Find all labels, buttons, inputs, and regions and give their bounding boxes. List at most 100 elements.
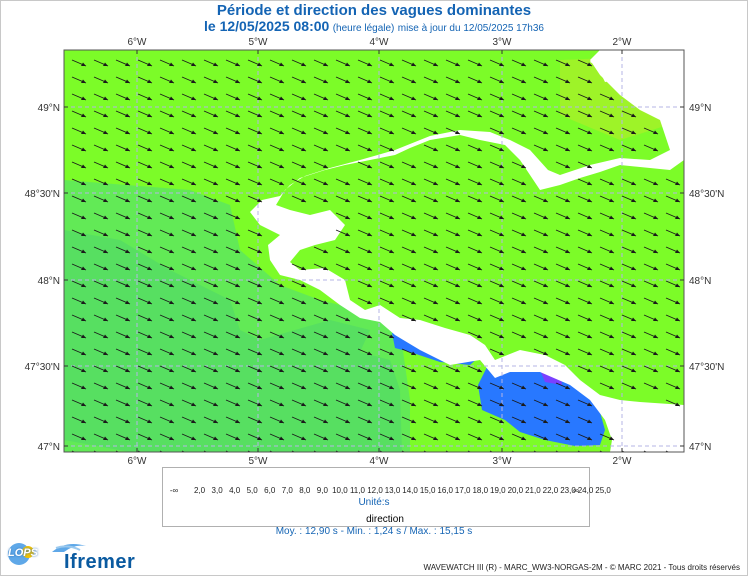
direction-arrow [291,110,307,118]
colorbar-tick-label: 9,0 [316,486,328,495]
colorbar-tick-label: 21,0 [525,486,541,495]
direction-arrow [357,263,373,271]
direction-arrow [489,280,505,288]
direction-arrow [335,331,351,339]
direction-arrow [533,212,549,220]
direction-arrow [291,161,307,169]
direction-arrow [247,178,263,186]
direction-arrow [621,297,637,305]
direction-arrow [577,331,593,339]
direction-arrow [577,416,593,424]
colorbar-tick-label: 8,0 [299,486,311,495]
direction-arrow [423,229,439,237]
direction-arrow [445,399,461,407]
direction-arrow [269,280,285,288]
direction-arrow [599,93,615,101]
lon-tick-top: 6°W [128,37,148,48]
direction-arrow [203,178,219,186]
direction-arrow [159,399,175,407]
direction-arrow [445,246,461,254]
direction-arrow [247,263,263,271]
direction-arrow [445,76,461,84]
direction-arrow [357,331,373,339]
direction-arrow [665,280,681,288]
direction-arrow [115,348,131,356]
direction-arrow [357,433,373,441]
direction-arrow [423,76,439,84]
direction-arrow [555,144,571,152]
direction-arrow [313,144,329,152]
direction-arrow [467,280,483,288]
direction-arrow [423,93,439,101]
direction-arrow [423,161,439,169]
direction-arrow [379,416,395,424]
direction-arrow [423,416,439,424]
direction-arrow [247,195,263,203]
direction-arrow [71,331,87,339]
model-credit: WAVEWATCH III (R) - MARC_WW3-NORGAS-2M -… [423,563,740,572]
direction-arrow [621,229,637,237]
direction-arrow [445,280,461,288]
direction-arrow [379,127,395,135]
direction-arrow [555,110,571,118]
colorbar-tick-label: 3,0 [211,486,223,495]
direction-arrow [71,382,87,390]
direction-arrow [137,348,153,356]
land-normandy [590,50,684,120]
direction-arrow [489,161,505,169]
direction-arrow [577,195,593,203]
direction-label: direction [366,514,404,525]
colorbar-tick-label: 19,0 [490,486,506,495]
direction-arrow [379,178,395,186]
direction-arrow [401,399,417,407]
direction-arrow [533,297,549,305]
lon-tick-bottom: 4°W [370,456,390,467]
direction-arrow [291,348,307,356]
direction-arrow [159,297,175,305]
direction-arrow [291,93,307,101]
direction-arrow [467,144,483,152]
direction-arrow [313,93,329,101]
direction-arrow [401,59,417,67]
direction-arrow [401,161,417,169]
direction-arrow [181,365,197,373]
direction-arrow [379,382,395,390]
direction-arrow [247,348,263,356]
direction-arrow [423,280,439,288]
direction-arrow [577,365,593,373]
legal-time-note: (heure légale) [332,23,395,34]
direction-arrow [291,382,307,390]
direction-arrow [511,229,527,237]
direction-arrow [115,229,131,237]
direction-arrow [357,59,373,67]
direction-arrow [137,382,153,390]
lat-tick-left: 47°30'N [25,362,60,373]
colorbar-tick-label: 5,0 [246,486,258,495]
direction-arrow [467,331,483,339]
direction-arrow [159,76,175,84]
direction-arrow [379,229,395,237]
direction-arrow [203,280,219,288]
direction-arrow [335,144,351,152]
direction-arrow [335,195,351,203]
direction-arrow [357,212,373,220]
direction-arrow [137,161,153,169]
direction-arrow [533,59,549,67]
direction-arrow [181,399,197,407]
direction-arrow [357,93,373,101]
direction-arrow [533,331,549,339]
direction-arrow [467,399,483,407]
direction-arrow [93,297,109,305]
direction-arrow [269,365,285,373]
direction-arrow [159,127,175,135]
direction-arrow [555,93,571,101]
direction-arrow [181,433,197,441]
direction-arrow [247,297,263,305]
direction-arrow [247,93,263,101]
direction-arrow [71,127,87,135]
direction-arrow [555,382,571,390]
direction-arrow [71,110,87,118]
direction-arrow [225,93,241,101]
direction-arrow [159,416,175,424]
direction-arrow [203,93,219,101]
